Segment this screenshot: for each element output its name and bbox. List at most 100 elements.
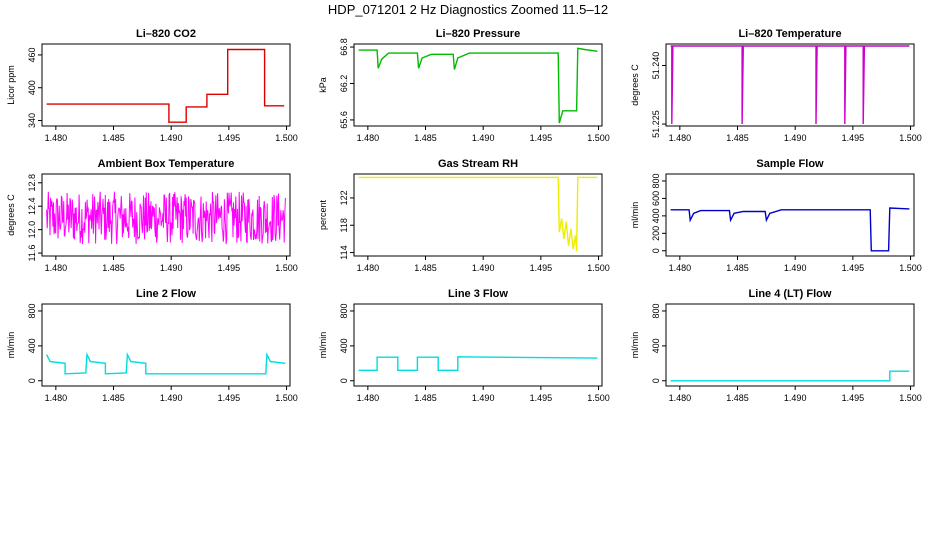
x-tick-label: 1.495 — [530, 133, 553, 143]
x-tick-label: 1.495 — [842, 133, 865, 143]
y-tick-label: 0 — [651, 378, 661, 383]
x-tick-label: 1.480 — [45, 393, 68, 403]
series-line — [670, 45, 910, 125]
panel-temperature: Li–820 Temperature 1.480 1.485 1.490 1.495 1.… — [630, 28, 922, 143]
x-tick-label: 1.485 — [102, 263, 125, 273]
panel-line2: Line 2 Flow 1.480 1.485 1.490 1.495 1.500 0 400… — [6, 288, 298, 403]
y-tick-label: 800 — [651, 173, 661, 188]
panel-title: Line 3 Flow — [448, 288, 508, 300]
x-tick-label: 1.495 — [530, 263, 553, 273]
series-noise-line — [46, 191, 286, 245]
plot-frame — [665, 43, 915, 127]
y-tick-label: 400 — [27, 338, 37, 353]
series-line — [670, 207, 910, 252]
x-tick-label: 1.490 — [160, 393, 183, 403]
panel-ambient: Ambient Box Temperature 1.480 1.485 1.490 1.… — [6, 158, 298, 273]
x-tick-label: 1.495 — [530, 393, 553, 403]
x-tick-label: 1.500 — [587, 263, 610, 273]
x-tick-label: 1.485 — [726, 133, 749, 143]
y-tick-label: 118 — [339, 218, 349, 232]
x-tick-label: 1.490 — [784, 263, 807, 273]
panel-title: Sample Flow — [756, 158, 824, 170]
series-line — [358, 47, 598, 124]
y-tick-label: 400 — [651, 338, 661, 353]
x-tick-label: 1.480 — [669, 393, 692, 403]
y-axis-label: ml/min — [630, 202, 640, 229]
plot-frame — [41, 303, 291, 387]
plot-frame — [665, 303, 915, 387]
x-tick-label: 1.490 — [472, 133, 495, 143]
y-tick-label: 12.4 — [27, 197, 37, 215]
series-line — [46, 48, 285, 123]
panel-pressure: Li–820 Pressure 1.480 1.485 1.490 1.495 1.500… — [318, 28, 610, 143]
y-tick-label: 200 — [651, 226, 661, 241]
x-tick-label: 1.480 — [357, 393, 380, 403]
y-tick-label: 51.225 — [651, 110, 661, 138]
x-tick-label: 1.480 — [357, 263, 380, 273]
y-axis-label: kPa — [318, 77, 328, 93]
y-tick-label: 11.6 — [27, 245, 37, 262]
x-tick-label: 1.495 — [218, 133, 241, 143]
panel-line4: Line 4 (LT) Flow 1.480 1.485 1.490 1.495 1.50… — [630, 288, 922, 403]
x-tick-label: 1.495 — [218, 393, 241, 403]
y-tick-label: 66.2 — [339, 75, 349, 93]
y-tick-label: 114 — [339, 245, 349, 259]
x-tick-label: 1.485 — [102, 133, 125, 143]
y-tick-label: 800 — [651, 303, 661, 318]
x-tick-label: 1.480 — [45, 133, 68, 143]
y-axis-label: degrees C — [630, 64, 640, 106]
y-tick-label: 400 — [27, 80, 37, 95]
x-tick-label: 1.485 — [726, 393, 749, 403]
x-tick-label: 1.500 — [899, 263, 922, 273]
x-tick-label: 1.485 — [726, 263, 749, 273]
y-tick-label: 0 — [339, 378, 349, 383]
x-tick-label: 1.490 — [784, 393, 807, 403]
series-line — [358, 176, 598, 252]
x-tick-label: 1.480 — [669, 133, 692, 143]
y-tick-label: 122 — [339, 190, 349, 205]
x-tick-label: 1.495 — [842, 263, 865, 273]
x-tick-label: 1.500 — [275, 133, 298, 143]
x-tick-label: 1.495 — [842, 393, 865, 403]
x-tick-label: 1.485 — [414, 263, 437, 273]
y-axis-label: ml/min — [630, 332, 640, 359]
page-title: HDP_071201 2 Hz Diagnostics Zoomed 11.5–… — [327, 2, 609, 17]
x-tick-label: 1.490 — [160, 263, 183, 273]
x-tick-label: 1.480 — [357, 133, 380, 143]
series-line — [45, 351, 286, 375]
plot-frame — [665, 173, 915, 257]
panel-title: Line 2 Flow — [136, 288, 196, 300]
y-tick-label: 0 — [651, 248, 661, 253]
y-tick-label: 400 — [339, 338, 349, 353]
plot-frame — [41, 173, 291, 257]
x-tick-label: 1.500 — [899, 133, 922, 143]
x-tick-label: 1.490 — [784, 133, 807, 143]
y-tick-label: 0 — [27, 378, 37, 383]
panel-title: Line 4 (LT) Flow — [749, 288, 832, 300]
panel-sample: Sample Flow 1.480 1.485 1.490 1.495 1.500 0 200… — [630, 158, 922, 273]
y-axis-label: degrees C — [6, 194, 16, 236]
panel-title: Li–820 CO2 — [136, 28, 196, 40]
x-tick-label: 1.500 — [587, 393, 610, 403]
y-tick-label: 800 — [27, 303, 37, 318]
x-tick-label: 1.490 — [472, 393, 495, 403]
series-line — [670, 370, 910, 382]
y-tick-label: 51.240 — [651, 52, 661, 80]
x-tick-label: 1.490 — [160, 133, 183, 143]
series-line — [358, 356, 598, 371]
panel-title: Ambient Box Temperature — [98, 158, 235, 170]
x-tick-label: 1.500 — [899, 393, 922, 403]
plot-frame — [353, 173, 603, 257]
panel-title: Li–820 Temperature — [738, 28, 841, 40]
panel-title: Li–820 Pressure — [436, 28, 520, 40]
x-tick-label: 1.495 — [218, 263, 241, 273]
x-tick-label: 1.480 — [669, 263, 692, 273]
y-tick-label: 12.8 — [27, 174, 37, 192]
x-tick-label: 1.500 — [275, 263, 298, 273]
panel-title: Gas Stream RH — [438, 158, 518, 170]
x-tick-label: 1.485 — [102, 393, 125, 403]
x-tick-label: 1.485 — [414, 393, 437, 403]
plot-frame — [353, 303, 603, 387]
y-axis-label: percent — [318, 199, 328, 230]
